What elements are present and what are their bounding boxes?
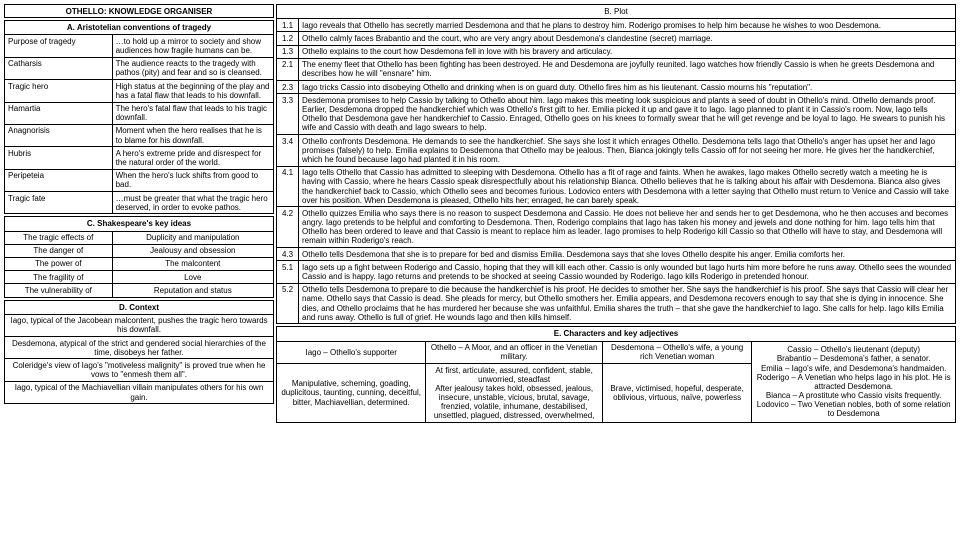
section-d: D. Context Iago, typical of the Jacobean… bbox=[4, 300, 274, 405]
section-b: B. Plot 1.1Iago reveals that Othello has… bbox=[276, 4, 956, 324]
section-a: A. Aristotelian conventions of tragedy P… bbox=[4, 20, 274, 214]
section-e: E. Characters and key adjectives Iago – … bbox=[276, 326, 956, 423]
title-box: OTHELLO: KNOWLEDGE ORGANISER bbox=[4, 4, 274, 18]
page-title: OTHELLO: KNOWLEDGE ORGANISER bbox=[5, 5, 274, 18]
section-c: C. Shakespeare's key ideas The tragic ef… bbox=[4, 216, 274, 297]
